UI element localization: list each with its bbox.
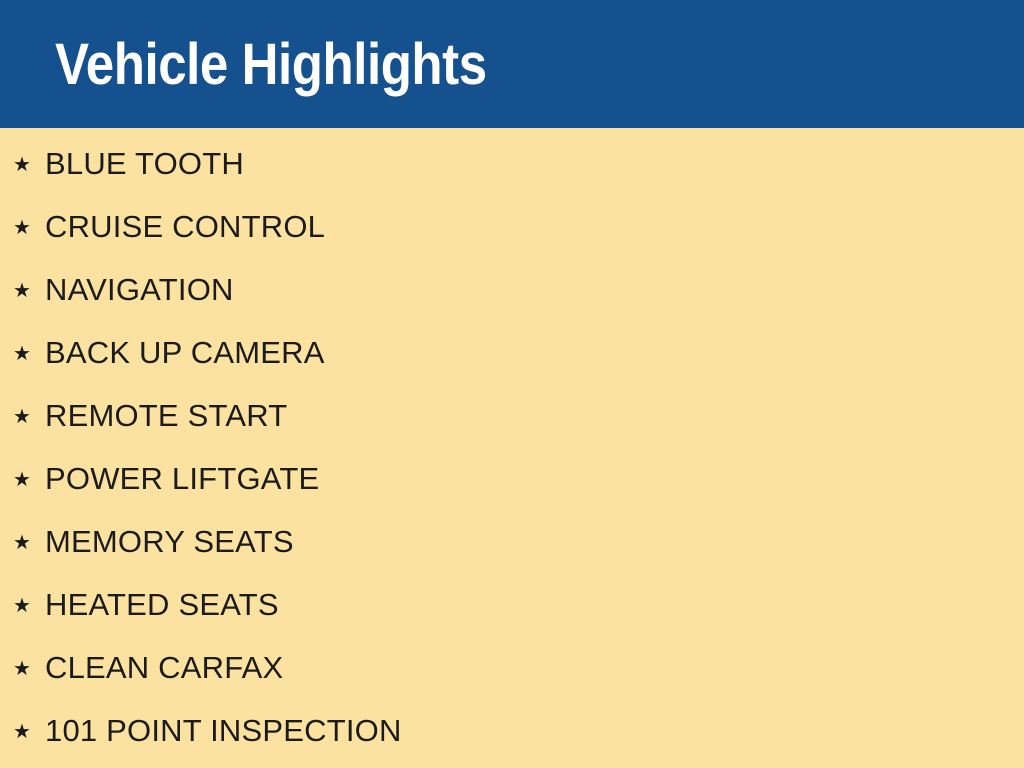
list-item-label: MEMORY SEATS — [45, 524, 294, 559]
star-bullet-icon: ★ — [13, 403, 31, 428]
list-item-label: NAVIGATION — [45, 272, 234, 307]
list-item: ★ 101 POINT INSPECTION — [0, 699, 1024, 762]
star-bullet-icon: ★ — [13, 466, 31, 491]
list-item: ★ NAVIGATION — [0, 258, 1024, 321]
list-item: ★ CRUISE CONTROL — [0, 195, 1024, 258]
star-bullet-icon: ★ — [13, 718, 31, 743]
list-item: ★ REMOTE START — [0, 384, 1024, 447]
list-item-label: CRUISE CONTROL — [45, 209, 326, 244]
star-bullet-icon: ★ — [13, 340, 31, 365]
list-item: ★ HEATED SEATS — [0, 573, 1024, 636]
star-bullet-icon: ★ — [13, 214, 31, 239]
list-item: ★ POWER LIFTGATE — [0, 447, 1024, 510]
star-bullet-icon: ★ — [13, 277, 31, 302]
list-item-label: CLEAN CARFAX — [45, 650, 284, 685]
star-bullet-icon: ★ — [13, 529, 31, 554]
list-item: ★ BLUE TOOTH — [0, 132, 1024, 195]
page-title: Vehicle Highlights — [55, 31, 487, 97]
star-bullet-icon: ★ — [13, 655, 31, 680]
list-item-label: HEATED SEATS — [45, 587, 279, 622]
list-item: ★ CLEAN CARFAX — [0, 636, 1024, 699]
list-item: ★ MEMORY SEATS — [0, 510, 1024, 573]
highlights-list: ★ BLUE TOOTH ★ CRUISE CONTROL ★ NAVIGATI… — [0, 132, 1024, 762]
slide-body: ★ BLUE TOOTH ★ CRUISE CONTROL ★ NAVIGATI… — [0, 128, 1024, 768]
slide-header: Vehicle Highlights — [0, 0, 1024, 128]
list-item-label: 101 POINT INSPECTION — [45, 713, 402, 748]
list-item: ★ BACK UP CAMERA — [0, 321, 1024, 384]
star-bullet-icon: ★ — [13, 592, 31, 617]
list-item-label: POWER LIFTGATE — [45, 461, 320, 496]
star-bullet-icon: ★ — [13, 151, 31, 176]
list-item-label: BLUE TOOTH — [45, 146, 244, 181]
list-item-label: REMOTE START — [45, 398, 288, 433]
list-item-label: BACK UP CAMERA — [45, 335, 325, 370]
